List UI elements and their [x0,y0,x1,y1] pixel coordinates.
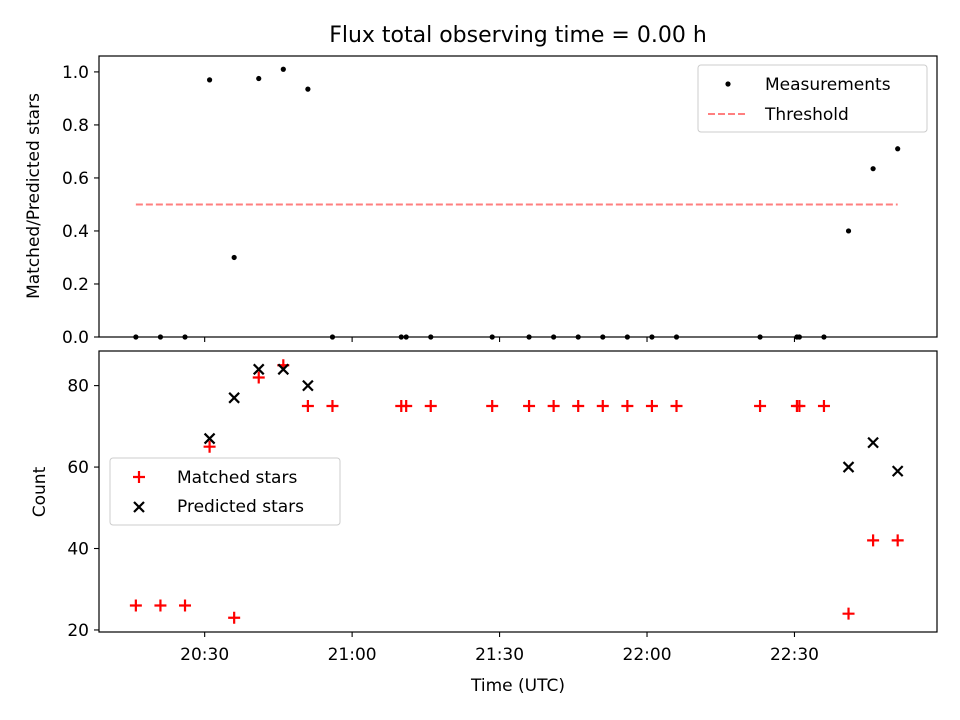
measurements-point [305,86,311,92]
matched-stars-point [228,611,241,624]
top-plot-area: 0.0 0.2 0.4 0.6 0.8 1.0 [62,55,938,348]
measurements-point [206,77,213,83]
matched-stars-point [523,399,536,412]
matched-stars-point [154,599,167,612]
measurements-point [329,334,336,340]
measurements-point [403,334,409,340]
top-y-tick-label: 1.0 [62,63,89,83]
matched-stars-point [842,607,855,620]
predicted-stars-point [203,432,216,445]
matched-stars-point [129,599,142,612]
measurements-point [624,334,630,340]
top-legend: Measurements Threshold [697,64,928,133]
top-chart-title: Flux total observing time = 0.00 h [329,23,707,48]
bottom-legend-frame [109,457,341,526]
predicted-stars-point [302,379,314,392]
matched-stars-legend-marker [133,471,145,483]
matched-stars-point [596,399,609,412]
bottom-axes-frame [98,350,938,633]
predicted-stars-point [891,465,904,477]
x-tick-label: 20:30 [180,645,229,665]
measurements-point [845,228,852,234]
top-legend-frame [697,64,928,133]
measurements-point [551,334,557,340]
bottom-x-axis-label: Time (UTC) [470,676,565,696]
predicted-stars-legend-marker [133,501,145,513]
measurements-point [821,334,827,340]
measurements-legend-label: Measurements [765,75,891,95]
matched-stars-point [486,399,499,412]
measurements-point [231,254,237,261]
measurements-point [398,334,404,340]
measurements-point [526,334,532,340]
matched-stars-point [572,399,585,412]
top-y-tick-label: 0.4 [62,222,89,242]
x-tick-label: 21:30 [475,645,524,665]
measurements-point [600,334,606,340]
bottom-y-tick-label: 20 [67,621,89,641]
matched-stars-point [326,399,339,412]
matched-stars-point [621,399,634,412]
measurements-point [796,334,802,340]
measurements-point [133,334,139,340]
predicted-stars-point [867,436,879,449]
measurements-point [157,334,164,340]
predicted-stars-point [252,363,265,376]
measurements-point [428,334,434,340]
measurements-point [895,146,901,152]
measurements-point [280,66,286,72]
predicted-stars-legend-label: Predicted stars [177,497,304,517]
matched-stars-point [867,534,880,547]
measurements-legend-marker [725,81,731,87]
matched-stars-point [891,534,904,547]
matched-stars-point [547,399,560,412]
predicted-stars-point [842,461,855,473]
measurements-point [673,334,680,340]
bottom-y-tick-label: 80 [67,377,89,397]
top-axes-frame [98,55,938,338]
matched-stars-point [400,399,413,412]
matched-stars-point [424,399,437,412]
matched-stars-point [817,399,830,412]
top-y-tick-label: 0.8 [62,116,89,136]
measurements-point [256,75,262,82]
predicted-stars-point [228,392,240,404]
top-y-tick-label: 0.0 [62,328,89,348]
bottom-y-tick-label: 60 [67,458,89,478]
matched-stars-point [754,399,767,412]
measurements-point [182,334,188,340]
matched-stars-point [252,371,265,384]
top-y-tick-label: 0.2 [62,275,89,295]
matched-stars-point [793,399,806,412]
top-y-tick-label: 0.6 [62,169,89,189]
matched-stars-point [301,399,314,412]
matched-stars-point [203,440,216,453]
matched-stars-legend-label: Matched stars [177,468,297,488]
measurements-point [757,334,763,340]
measurements-point [649,334,655,340]
top-y-axis-label: Matched/Predicted stars [24,93,44,299]
threshold-legend-label: Threshold [764,105,849,125]
matched-stars-point [179,599,192,612]
bottom-legend: Matched stars Predicted stars [109,457,341,526]
x-tick-label: 22:00 [623,645,672,665]
predicted-stars-point [277,363,290,376]
bottom-y-tick-label: 40 [67,540,89,560]
measurements-point [870,166,876,172]
x-tick-label: 21:00 [328,645,377,665]
bottom-plot-area: 20 40 60 80 20:30 21:00 21:30 22:00 22:30 [67,350,938,665]
matched-stars-point [670,399,683,412]
matched-stars-point [645,399,658,412]
measurements-point [489,334,495,340]
x-tick-label: 22:30 [770,645,819,665]
bottom-y-axis-label: Count [30,466,50,517]
measurements-point [575,334,581,340]
